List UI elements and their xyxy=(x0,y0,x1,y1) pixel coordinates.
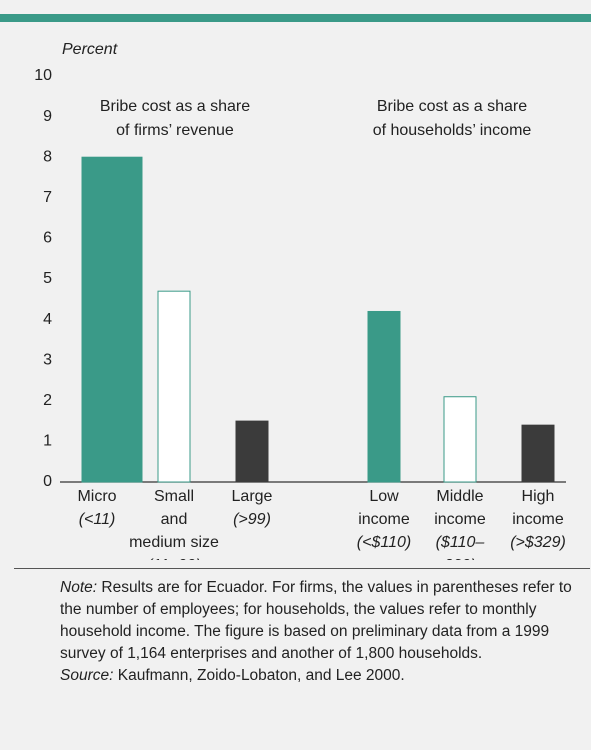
y-tick-label: 7 xyxy=(43,189,52,206)
note-label: Note: xyxy=(60,579,98,596)
source-label: Source: xyxy=(60,667,114,684)
y-tick-label: 8 xyxy=(43,148,52,165)
bar xyxy=(81,156,143,483)
y-axis-label: Percent xyxy=(62,41,118,58)
group-title: of households’ income xyxy=(373,122,532,139)
group-title: of firms’ revenue xyxy=(116,122,234,139)
source: Source: Kaufmann, Zoido-Lobaton, and Lee… xyxy=(60,665,576,687)
x-tick-label: High xyxy=(522,488,555,505)
bar xyxy=(235,420,269,483)
x-tick-label: and xyxy=(161,511,188,528)
x-tick-note: (11–99) xyxy=(147,557,201,560)
y-tick-label: 9 xyxy=(43,108,52,125)
x-tick-label: medium size xyxy=(129,534,219,551)
bar xyxy=(521,424,555,483)
x-tick-note: 329) xyxy=(444,557,476,560)
x-tick-label: income xyxy=(434,511,486,528)
bar xyxy=(367,310,401,483)
y-tick-label: 10 xyxy=(34,67,52,84)
note: Note: Results are for Ecuador. For firms… xyxy=(60,577,576,665)
separator xyxy=(14,568,590,577)
x-tick-note: (<$110) xyxy=(357,534,411,551)
group-title: Bribe cost as a share xyxy=(377,98,527,115)
x-tick-label: income xyxy=(512,511,564,528)
y-tick-label: 6 xyxy=(43,230,52,247)
x-tick-label: income xyxy=(358,511,410,528)
y-tick-label: 2 xyxy=(43,392,52,409)
x-tick-note: (<11) xyxy=(79,511,116,528)
y-tick-label: 0 xyxy=(43,473,52,490)
y-tick-label: 3 xyxy=(43,351,52,368)
note-text: Results are for Ecuador. For firms, the … xyxy=(60,579,572,662)
x-tick-note: ($110– xyxy=(436,534,485,551)
bar xyxy=(157,290,191,483)
y-tick-label: 4 xyxy=(43,311,52,328)
x-tick-label: Low xyxy=(369,488,399,505)
x-tick-label: Micro xyxy=(77,488,116,505)
notes: Note: Results are for Ecuador. For firms… xyxy=(14,568,590,687)
x-tick-note: (>$329) xyxy=(510,534,566,551)
source-text: Kaufmann, Zoido-Lobaton, and Lee 2000. xyxy=(117,667,405,684)
x-tick-label: Middle xyxy=(436,488,483,505)
top-band xyxy=(0,14,591,22)
chart: Percent 0 1 2 3 4 5 6 7 8 9 10 Bribe cost as a shar… xyxy=(0,14,591,560)
bar xyxy=(443,396,477,483)
x-tick-label: Large xyxy=(232,488,273,505)
y-tick-label: 5 xyxy=(43,270,52,287)
group-title: Bribe cost as a share xyxy=(100,98,250,115)
x-tick-label: Small xyxy=(154,488,194,505)
y-tick-label: 1 xyxy=(43,433,52,450)
x-tick-note: (>99) xyxy=(233,511,271,528)
